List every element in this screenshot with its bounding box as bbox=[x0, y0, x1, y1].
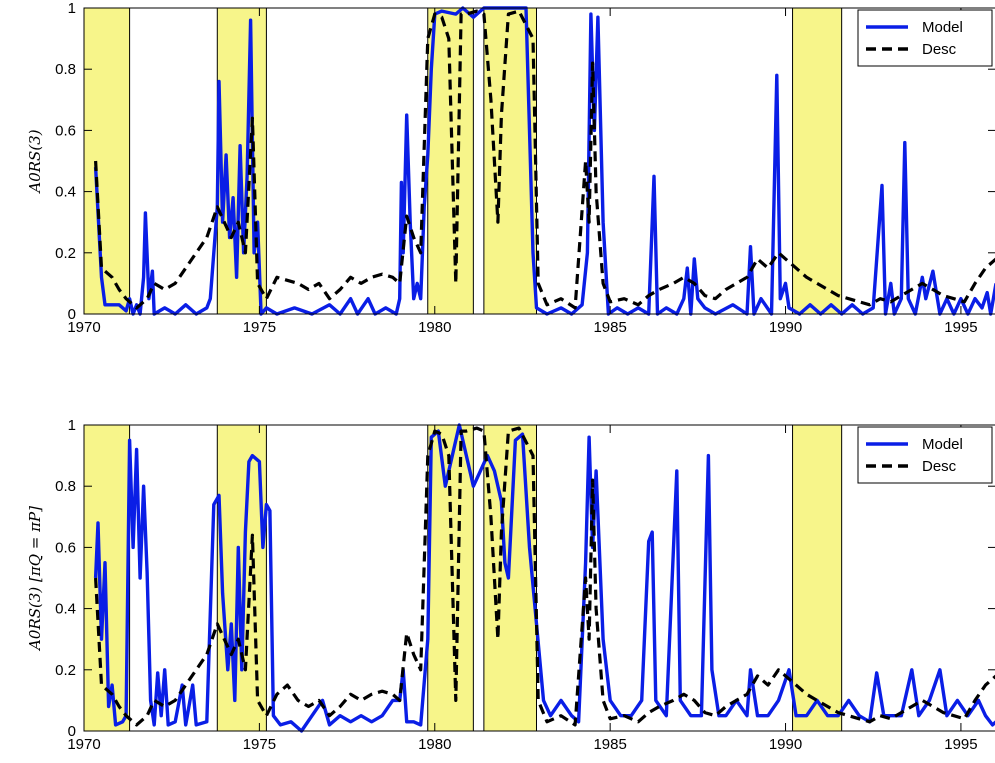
x-tick-label: 1970 bbox=[67, 319, 100, 336]
y-tick-label: 1 bbox=[68, 0, 76, 17]
legend-label-desc: Desc bbox=[922, 458, 957, 475]
shaded-period-4 bbox=[792, 7, 843, 315]
x-tick-label: 1990 bbox=[769, 736, 802, 753]
y-tick-label: 0.4 bbox=[55, 601, 76, 618]
x-tick-label: 1975 bbox=[243, 319, 276, 336]
y-tick-label: 0.2 bbox=[55, 245, 76, 262]
x-tick-label: 1980 bbox=[418, 319, 451, 336]
y-tick-label: 0 bbox=[68, 306, 76, 323]
legend-label-model: Model bbox=[922, 19, 963, 36]
y-tick-label: 0 bbox=[68, 723, 76, 740]
y-tick-label: 0.8 bbox=[55, 61, 76, 78]
y-tick-label: 0.4 bbox=[55, 184, 76, 201]
y-tick-label: 0.8 bbox=[55, 478, 76, 495]
shaded-period-0 bbox=[83, 7, 131, 315]
legend-box bbox=[857, 426, 993, 484]
shaded-period-2 bbox=[427, 7, 474, 315]
x-tick-label: 1975 bbox=[243, 736, 276, 753]
series-line-desc bbox=[94, 426, 995, 727]
x-tick-label: 1995 bbox=[944, 736, 977, 753]
x-tick-label: 1985 bbox=[593, 319, 626, 336]
series-line-model bbox=[93, 423, 995, 733]
top-chart-panel: 0 0.2 0.4 0.6 0.8 1 1970 1975 1980 1985 1990 1995 A0… bbox=[26, 0, 995, 336]
shaded-period-4 bbox=[792, 424, 843, 732]
shaded-period-3 bbox=[483, 424, 537, 732]
x-tick-label: 1990 bbox=[769, 319, 802, 336]
bottom-chart-panel: 0 0.2 0.4 0.6 0.8 1 1970 1975 1980 1985 1990 1995 A0… bbox=[26, 417, 995, 753]
x-tick-label: 1985 bbox=[593, 736, 626, 753]
series-line-desc bbox=[94, 9, 995, 310]
legend-box bbox=[857, 9, 993, 67]
y-tick-label: 1 bbox=[68, 417, 76, 434]
x-tick-label: 1980 bbox=[418, 736, 451, 753]
x-tick-label: 1970 bbox=[67, 736, 100, 753]
legend-label-desc: Desc bbox=[922, 41, 957, 58]
y-axis-label: A0RS(3) [πQ = πP] bbox=[26, 506, 44, 652]
x-tick-label: 1995 bbox=[944, 319, 977, 336]
y-tick-label: 0.6 bbox=[55, 539, 76, 556]
legend-label-model: Model bbox=[922, 436, 963, 453]
y-axis-label: A0RS(3) bbox=[26, 129, 44, 194]
y-tick-label: 0.6 bbox=[55, 122, 76, 139]
y-tick-label: 0.2 bbox=[55, 662, 76, 679]
